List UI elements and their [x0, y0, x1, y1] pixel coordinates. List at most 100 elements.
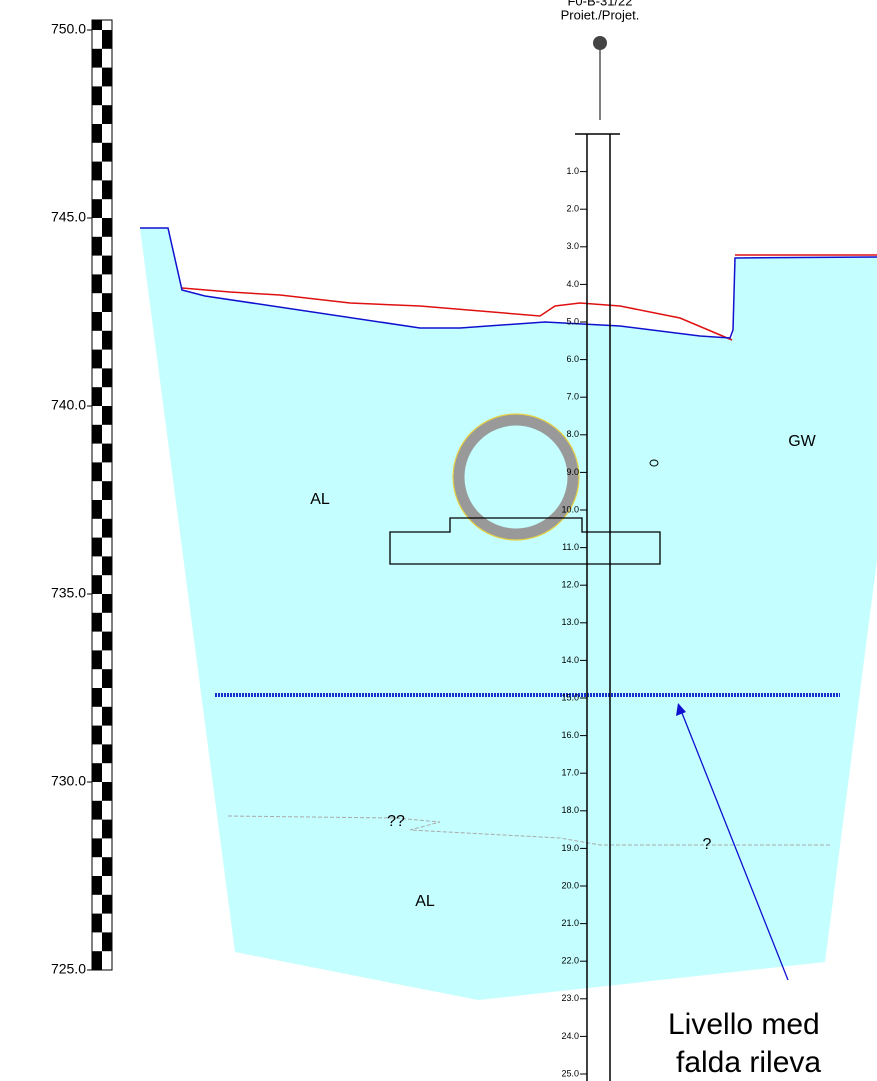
scale-block	[102, 293, 112, 312]
depth-label: 24.0	[561, 1031, 579, 1041]
depth-label: 25.0	[561, 1068, 579, 1078]
depth-label: 4.0	[566, 279, 579, 289]
depth-label: 19.0	[561, 843, 579, 853]
annotation-arrow	[679, 707, 789, 981]
scale-block	[92, 688, 102, 707]
depth-label: 12.0	[561, 580, 579, 590]
scale-block	[92, 800, 102, 820]
scale-block	[92, 424, 102, 444]
scale-block	[92, 650, 102, 670]
scale-block	[102, 180, 112, 200]
scale-block	[102, 669, 112, 688]
depth-label: 20.0	[561, 880, 579, 890]
depth-label: 22.0	[561, 956, 579, 966]
scale-block	[102, 631, 112, 651]
depth-label: 7.0	[566, 392, 579, 402]
scale-block	[92, 462, 102, 482]
scale-block	[92, 349, 102, 369]
pipe-outline	[452, 413, 580, 541]
scale-block	[92, 236, 102, 256]
borehole-head	[593, 36, 607, 50]
elevation-label: 750.0	[51, 21, 86, 37]
arrow-head	[676, 703, 686, 716]
scale-block	[102, 330, 112, 350]
scale-block	[102, 819, 112, 839]
scale-block	[102, 594, 112, 613]
scale-block	[92, 951, 102, 970]
depth-label: 21.0	[561, 918, 579, 928]
elevation-label: 725.0	[51, 961, 86, 977]
scale-block	[92, 312, 102, 331]
scale-block	[92, 876, 102, 895]
depth-label: 2.0	[566, 204, 579, 214]
scale-block	[92, 612, 102, 632]
scale-block	[102, 368, 112, 388]
scale-block	[92, 124, 102, 143]
foundation	[389, 517, 661, 565]
scale-block	[102, 67, 112, 87]
scale-block	[102, 406, 112, 425]
scale-block	[92, 913, 102, 933]
scale-block	[92, 20, 102, 30]
depth-label: 3.0	[566, 241, 579, 251]
boundary	[227, 815, 830, 846]
scale-block	[102, 105, 112, 124]
scale-block	[102, 255, 112, 275]
scale-block	[92, 274, 102, 294]
scale-block	[102, 894, 112, 914]
scale-block	[92, 537, 102, 557]
uncertain-label: ??	[387, 813, 405, 830]
scale-block	[92, 199, 102, 218]
depth-label: 1.0	[566, 166, 579, 176]
unit-label: AL	[310, 491, 330, 508]
scale-block	[92, 500, 102, 519]
elevation-label: 730.0	[51, 773, 86, 789]
depth-label: 5.0	[566, 316, 579, 326]
ground-line-red	[181, 287, 733, 341]
annotation: falda rileva	[676, 1046, 821, 1079]
depth-label: 9.0	[566, 467, 579, 477]
depth-label: 10.0	[561, 504, 579, 514]
blob	[649, 459, 659, 467]
depth-label: 17.0	[561, 768, 579, 778]
scale-block	[92, 161, 102, 181]
borehole-type: Proiet./Projet.	[561, 7, 640, 22]
scale-block	[92, 838, 102, 858]
elevation-label: 735.0	[51, 585, 86, 601]
scale-block	[102, 857, 112, 876]
depth-label: 18.0	[561, 805, 579, 815]
scale-block	[92, 575, 102, 594]
scale-block	[102, 932, 112, 952]
scale-block	[92, 725, 102, 745]
elevation-label: 745.0	[51, 209, 86, 225]
depth-label: 16.0	[561, 730, 579, 740]
depth-label: 11.0	[562, 542, 579, 552]
soil-area	[140, 228, 877, 1000]
scale-block	[92, 86, 102, 106]
scale-block	[102, 556, 112, 576]
scale-block	[102, 481, 112, 500]
uncertain-label: ?	[703, 836, 712, 853]
depth-label: 6.0	[566, 354, 579, 364]
scale-block	[102, 782, 112, 801]
depth-label: 15.0	[561, 692, 579, 702]
scale-block	[102, 443, 112, 463]
scale-block	[102, 518, 112, 538]
depth-label: 14.0	[561, 655, 579, 665]
scale-block	[102, 744, 112, 764]
scale-block	[102, 30, 112, 49]
annotation: Livello med	[668, 1008, 820, 1041]
scale-block	[102, 142, 112, 162]
elevation-label: 740.0	[51, 397, 86, 413]
scale-block	[102, 706, 112, 726]
borehole-id: F0-B-31/22	[567, 0, 632, 8]
unit-label: AL	[415, 893, 435, 910]
depth-label: 13.0	[561, 617, 579, 627]
depth-label: 8.0	[566, 429, 579, 439]
scale-block	[92, 763, 102, 782]
scale-block	[92, 48, 102, 68]
scale-block	[92, 387, 102, 406]
depth-label: 23.0	[561, 993, 579, 1003]
unit-label: GW	[788, 433, 816, 450]
